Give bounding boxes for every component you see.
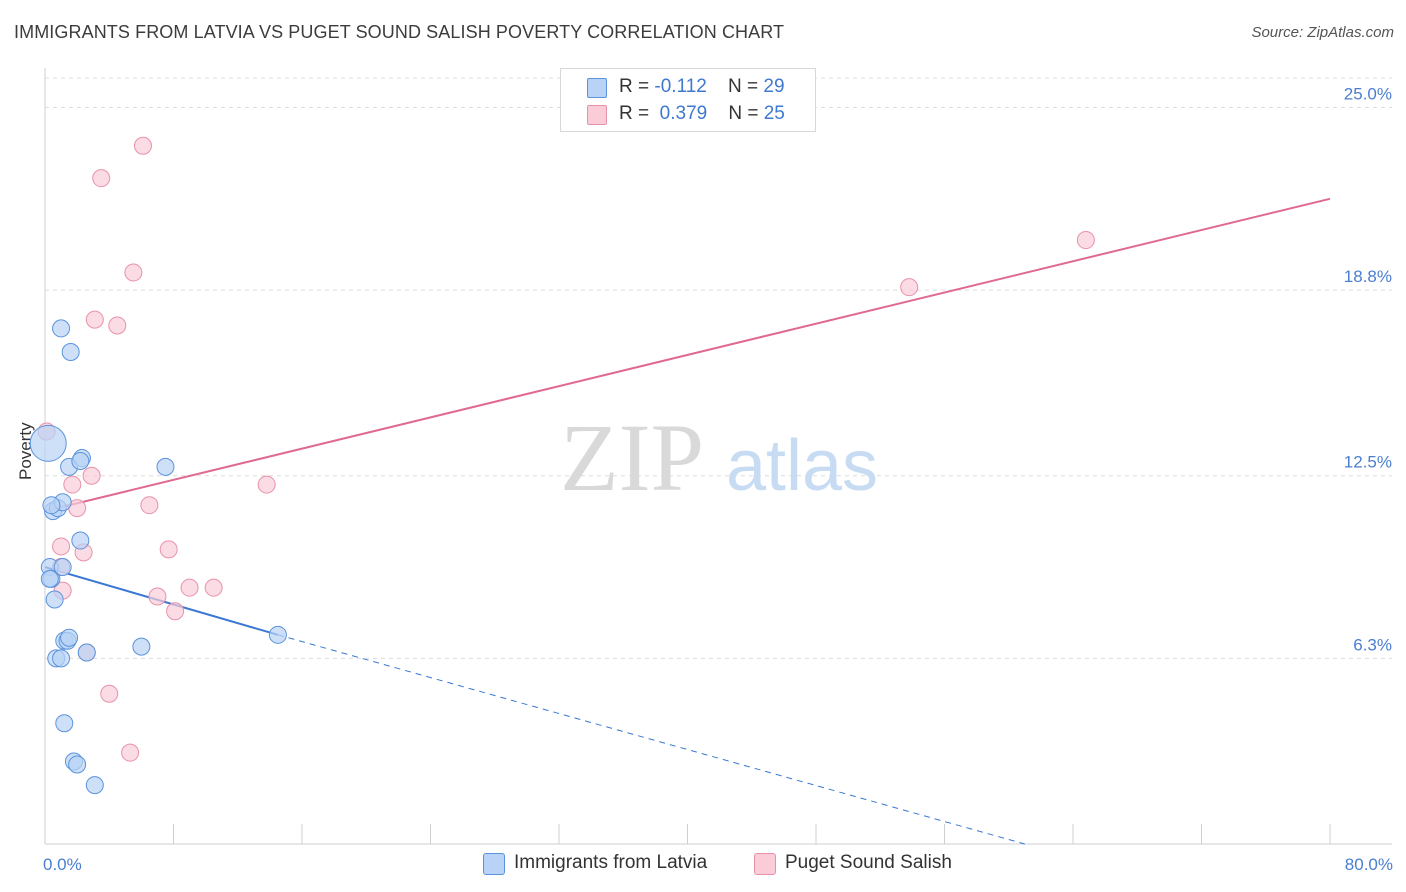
salish-point — [121, 743, 140, 762]
n-label: N = — [728, 103, 759, 124]
salish-point — [82, 466, 101, 485]
salish-legend-label: Puget Sound Salish — [785, 852, 952, 873]
salish-swatch — [587, 105, 607, 125]
latvia-point — [53, 558, 72, 577]
correlation-legend: R = -0.112 N = 29 R = 0.379 N = 25 — [560, 68, 816, 132]
latvia-point — [132, 637, 151, 656]
r-label: R = — [619, 103, 650, 124]
salish-point — [204, 578, 223, 597]
salish-point — [166, 602, 185, 621]
latvia-point — [55, 714, 74, 733]
trend-lines — [44, 197, 1331, 845]
y-tick-label: 25.0% — [1344, 84, 1392, 103]
latvia-point — [42, 496, 61, 515]
salish-point — [257, 475, 276, 494]
r-label: R = — [619, 76, 650, 97]
latvia-legend-label: Immigrants from Latvia — [514, 852, 708, 873]
latvia-point — [156, 457, 175, 476]
x-tick-label-max: 80.0% — [1345, 855, 1393, 874]
y-tick-label: 12.5% — [1344, 453, 1392, 472]
y-tick-label: 6.3% — [1353, 635, 1392, 654]
latvia-point — [71, 531, 90, 550]
latvia-point — [85, 776, 104, 795]
latvia-point — [52, 649, 71, 668]
latvia-point — [77, 643, 96, 662]
latvia-r-value: -0.112 — [654, 76, 707, 97]
chart-title: IMMIGRANTS FROM LATVIA VS PUGET SOUND SA… — [14, 22, 785, 42]
watermark: ZIP atlas — [560, 404, 878, 511]
grid-lines — [45, 77, 1392, 659]
latvia-swatch — [587, 78, 607, 98]
data-points — [29, 136, 1095, 795]
salish-point — [180, 578, 199, 597]
salish-point — [63, 475, 82, 494]
latvia-point — [29, 424, 67, 462]
salish-point — [124, 263, 143, 282]
latvia-point — [40, 569, 59, 588]
latvia-point — [52, 319, 71, 338]
salish-point — [1076, 231, 1095, 250]
latvia-point — [45, 590, 64, 609]
salish-point — [159, 540, 178, 559]
salish-point — [140, 496, 159, 515]
latvia-point — [60, 628, 79, 647]
salish-point — [52, 537, 71, 556]
salish-trend-line — [44, 197, 1331, 513]
watermark-zip: ZIP — [560, 404, 704, 511]
latvia-point — [71, 452, 90, 470]
latvia-point — [68, 755, 87, 774]
x-tick-label-min: 0.0% — [43, 855, 82, 874]
latvia-point — [268, 625, 287, 644]
salish-point — [900, 278, 919, 297]
salish-point — [133, 136, 152, 155]
axes — [44, 68, 1392, 845]
salish-n-value: 25 — [763, 103, 785, 124]
salish-point — [92, 169, 111, 188]
latvia-point — [61, 342, 80, 361]
salish-point — [148, 587, 167, 606]
latvia-trend-extrapolated — [277, 634, 1025, 845]
y-tick-label: 18.8% — [1344, 267, 1392, 286]
source-label: Source: ZipAtlas.com — [1251, 24, 1394, 41]
watermark-atlas: atlas — [726, 426, 878, 506]
tick-labels: 6.3% 12.5% 18.8% 25.0% 0.0% 80.0% — [43, 84, 1393, 874]
salish-point — [85, 310, 104, 329]
n-label: N = — [727, 76, 759, 97]
salish-r-value: 0.379 — [659, 103, 708, 124]
salish-point — [100, 684, 119, 703]
latvia-n-value: 29 — [763, 76, 785, 97]
salish-legend-swatch — [754, 853, 776, 875]
salish-point — [108, 316, 127, 335]
latvia-legend-swatch — [483, 853, 505, 875]
